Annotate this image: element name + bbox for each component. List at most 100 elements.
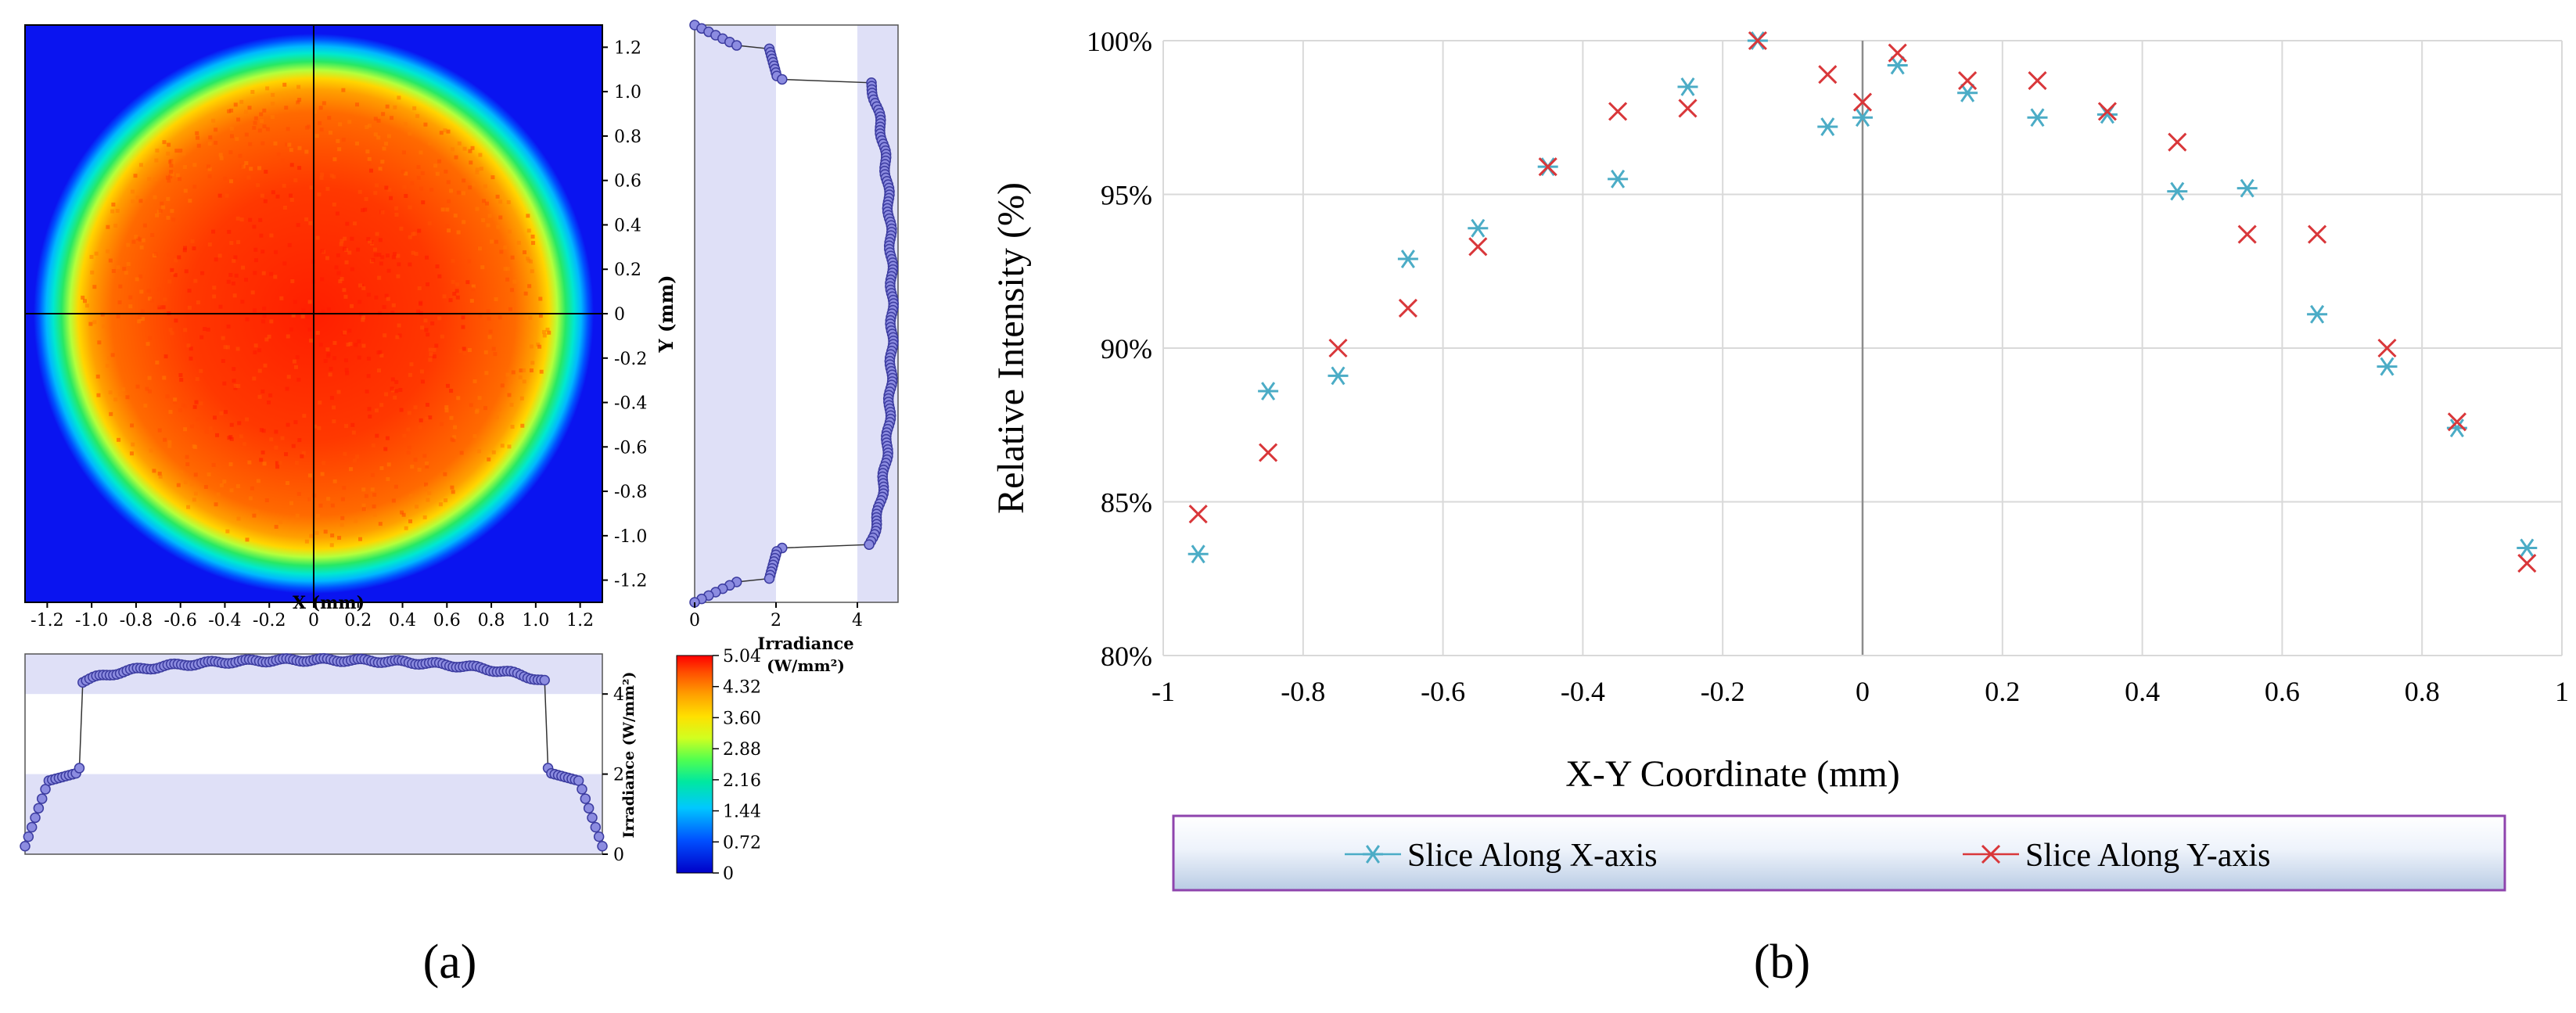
speckle (425, 402, 429, 407)
speckle (84, 304, 89, 308)
speckle (287, 142, 292, 147)
speckle (530, 361, 535, 365)
speckle (233, 102, 238, 107)
asterisk-stroke (2030, 108, 2045, 128)
x-stroke (2517, 554, 2537, 573)
speckle (89, 254, 94, 259)
speckle (503, 267, 508, 271)
scatter-point-y-slice (2237, 225, 2257, 244)
speckle (413, 458, 418, 462)
speckle (469, 160, 473, 165)
horizontal-profile-point (593, 831, 605, 842)
map-x-tick-label: -0.8 (120, 611, 153, 630)
speckle (449, 415, 454, 420)
speckle (498, 199, 503, 204)
speckle (415, 113, 420, 118)
speckle (252, 225, 257, 229)
speckle (401, 150, 406, 155)
speckle (304, 539, 309, 544)
speckle (161, 205, 166, 210)
speckle (218, 153, 223, 157)
vertical-profile-point (864, 539, 875, 550)
speckle (375, 232, 379, 236)
speckle (371, 443, 375, 447)
speckle (168, 410, 173, 415)
scatter-point-y-slice (1259, 443, 1278, 462)
scatter-x-tick-label: 0.4 (2125, 676, 2160, 707)
speckle (430, 321, 435, 325)
speckle (147, 296, 152, 301)
speckle (275, 465, 280, 469)
scatter-y-tick-label: 85% (1101, 487, 1152, 519)
speckle (267, 334, 271, 339)
speckle (238, 153, 243, 158)
speckle (259, 428, 264, 433)
speckle (153, 195, 157, 199)
speckle (450, 437, 454, 442)
speckle (320, 249, 325, 253)
horizontal-profile-y-tick-label: 4 (613, 685, 624, 705)
colorbar-tick-label: 1.44 (723, 803, 761, 822)
speckle (304, 125, 309, 130)
speckle (111, 202, 116, 207)
speckle (451, 258, 455, 263)
scatter-point-x-slice (1258, 382, 1279, 401)
speckle (396, 274, 401, 278)
speckle (147, 389, 152, 393)
speckle (379, 261, 383, 266)
speckle (365, 149, 370, 154)
speckle (322, 461, 326, 465)
x-stroke (2237, 225, 2257, 244)
colorbar-tick-label: 3.60 (723, 709, 761, 728)
asterisk-stroke (2170, 181, 2185, 201)
x-stroke (1188, 505, 1208, 524)
speckle (397, 333, 402, 338)
speckle (376, 118, 381, 123)
speckle (83, 299, 88, 304)
speckle (443, 128, 447, 133)
horizontal-profile-point (30, 812, 41, 824)
speckle (215, 433, 220, 437)
speckle (426, 498, 430, 502)
speckle (263, 199, 268, 203)
speckle (253, 247, 258, 252)
speckle (178, 372, 183, 377)
speckle (182, 248, 187, 253)
speckle (282, 261, 287, 266)
speckle (289, 501, 294, 505)
x-stroke (1398, 298, 1417, 318)
speckle (146, 289, 151, 293)
speckle (329, 396, 334, 401)
asterisk-stroke (1365, 845, 1381, 864)
speckle (519, 368, 523, 373)
speckle (142, 223, 147, 228)
speckle (407, 411, 411, 415)
speckle (471, 287, 476, 292)
speckle (364, 494, 368, 498)
speckle (163, 354, 168, 359)
colorbar-tick-label: 5.04 (723, 647, 761, 666)
speckle (429, 188, 434, 192)
speckle (450, 485, 454, 490)
speckle (370, 472, 375, 477)
speckle (183, 189, 188, 193)
speckle (219, 411, 224, 415)
speckle (217, 253, 222, 258)
scatter-point-y-slice (2308, 225, 2327, 244)
speckle (379, 465, 384, 470)
speckle (356, 247, 361, 252)
speckle (289, 148, 293, 153)
speckle (452, 292, 457, 296)
speckle (322, 101, 326, 106)
asterisk-stroke (1331, 366, 1345, 386)
speckle (206, 327, 210, 332)
speckle (408, 205, 412, 210)
x-stroke (1748, 31, 1767, 51)
speckle (368, 239, 372, 244)
speckle (383, 333, 387, 338)
speckle (424, 461, 429, 465)
speckle (216, 492, 221, 497)
speckle (528, 315, 533, 320)
speckle (394, 206, 399, 210)
speckle (260, 450, 265, 454)
